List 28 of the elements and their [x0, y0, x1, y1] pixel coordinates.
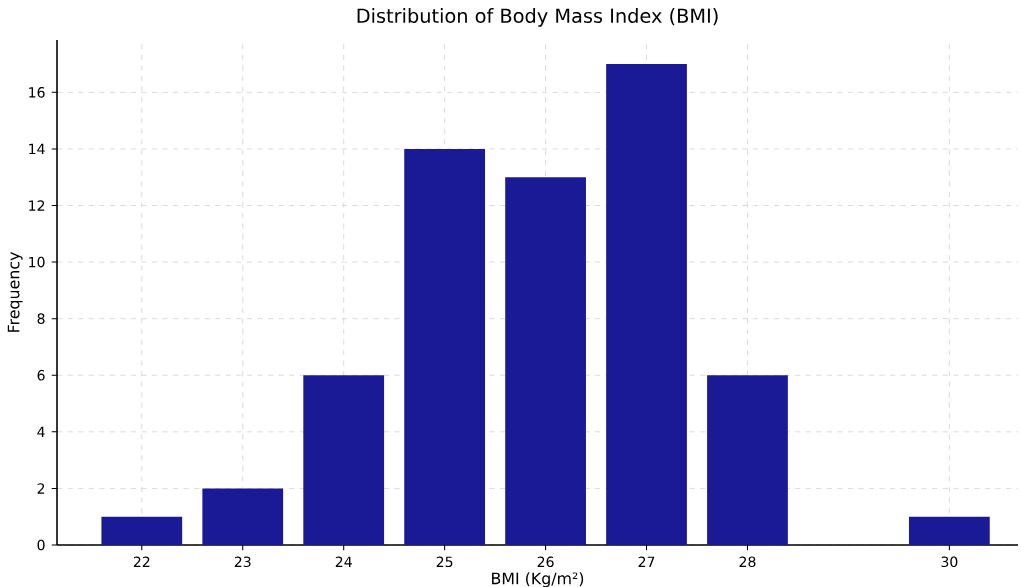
bar: [404, 148, 486, 545]
y-tick-label: 2: [37, 483, 45, 494]
x-tick-label: 26: [537, 556, 554, 568]
x-tick-label: 23: [234, 556, 251, 568]
y-tick-label: 0: [37, 539, 45, 551]
bar: [707, 375, 788, 545]
x-tick-label: 24: [335, 556, 352, 567]
chart-title: Distribution of Body Mass Index (BMI): [357, 8, 718, 27]
y-tick-label: 4: [37, 426, 45, 437]
y-axis-title: Frequency: [7, 252, 23, 332]
y-tick-label: 8: [37, 313, 45, 324]
y-tick-label: 10: [29, 256, 45, 268]
bar: [606, 64, 687, 545]
y-tick-label: 12: [29, 200, 45, 211]
bar: [303, 375, 385, 545]
x-tick-label: 22: [133, 556, 150, 567]
bar: [505, 177, 586, 545]
bar: [908, 516, 990, 545]
x-axis-title: BMI (Kg/m²): [492, 572, 584, 587]
y-tick-label: 16: [29, 87, 45, 98]
x-tick-label: 25: [436, 556, 453, 568]
x-tick-label: 30: [941, 556, 958, 568]
x-tick-label: 27: [638, 556, 655, 567]
y-tick-label: 6: [37, 369, 45, 381]
bar: [202, 488, 284, 545]
x-tick-label: 28: [739, 556, 756, 568]
bar: [101, 516, 183, 545]
y-tick-label: 14: [29, 143, 45, 155]
